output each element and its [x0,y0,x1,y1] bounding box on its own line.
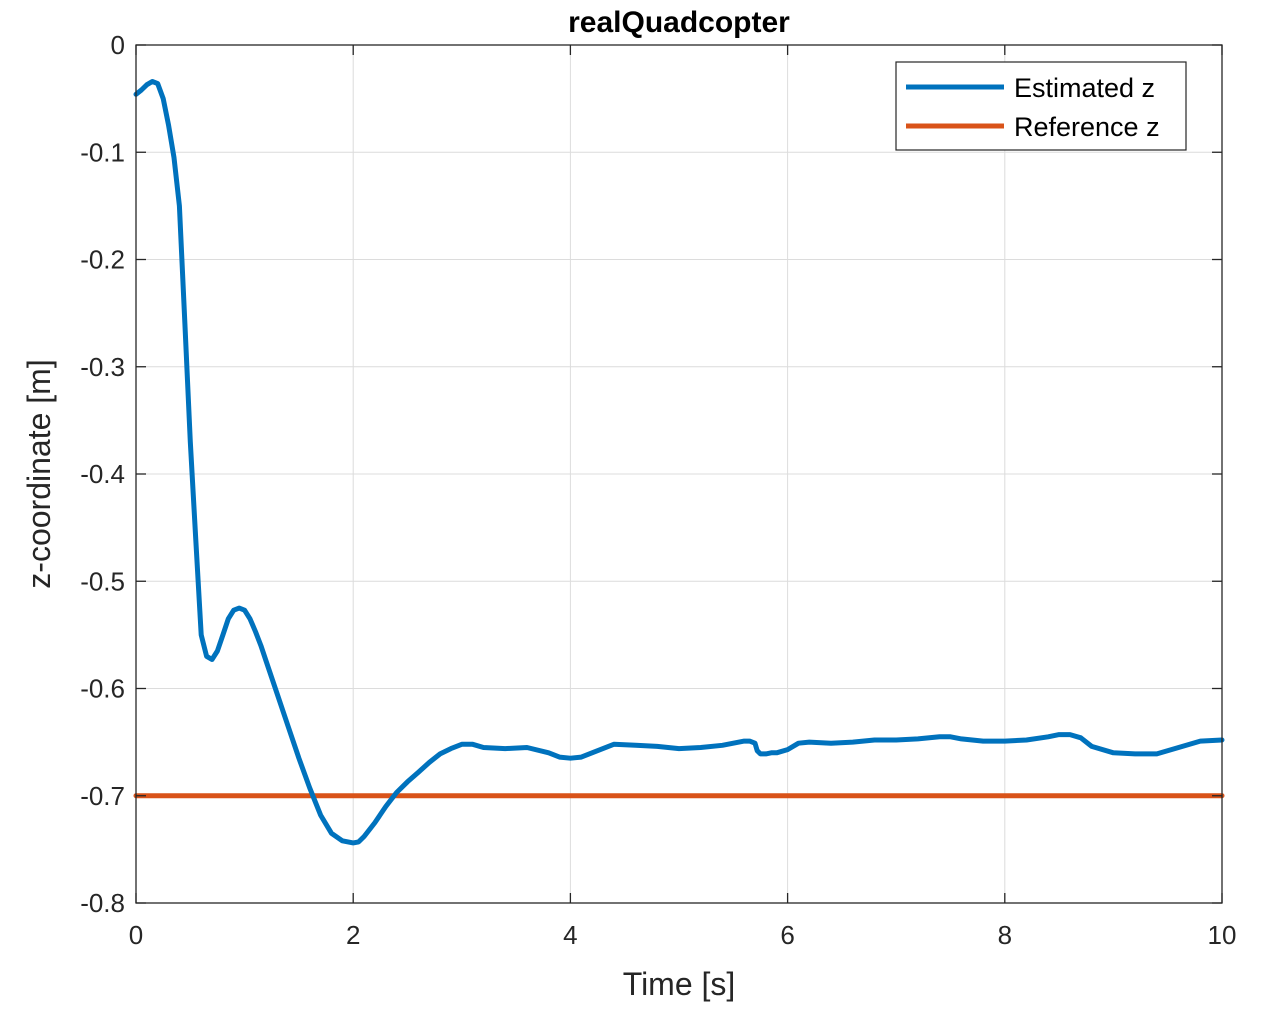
y-tick-label: -0.4 [80,459,125,489]
x-tick-label: 2 [346,920,360,950]
y-tick-label: -0.1 [80,137,125,167]
x-tick-label: 6 [780,920,794,950]
y-tick-label: -0.5 [80,566,125,596]
tick-labels: 0 2 4 6 8 10 0 -0.1 -0.2 -0.3 -0.4 -0.5 -0.6 -0.7 -0.8 [80,30,1236,950]
x-tick-label: 10 [1208,920,1237,950]
y-tick-label: -0.6 [80,674,125,704]
x-tick-label: 0 [129,920,143,950]
legend: Estimated z Reference z [895,61,1187,151]
series-layer [133,79,1225,846]
y-tick-label: -0.2 [80,245,125,275]
y-tick-label: 0 [111,30,125,60]
x-tick-label: 8 [998,920,1012,950]
y-axis-title: z-coordinate [m] [21,359,57,588]
chart-title: realQuadcopter [568,6,790,39]
legend-box [895,61,1187,151]
legend-label-estimated-z: Estimated z [1014,73,1155,103]
x-tick-label: 4 [563,920,577,950]
y-tick-label: -0.8 [80,888,125,918]
x-axis-title: Time [s] [623,966,736,1002]
axis-ticks [135,44,1223,904]
legend-label-reference-z: Reference z [1014,112,1160,142]
y-tick-label: -0.7 [80,781,125,811]
series-line-estimated-z [133,79,1225,846]
y-tick-label: -0.3 [80,352,125,382]
